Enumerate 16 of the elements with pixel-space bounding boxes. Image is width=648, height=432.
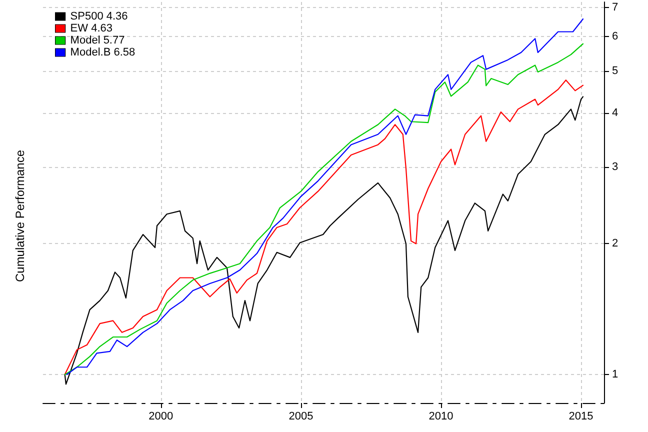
y-tick-label: 7: [612, 1, 618, 14]
y-tick-label: 6: [612, 30, 618, 42]
x-tick-label: 2005: [288, 410, 314, 422]
legend-label: Model.B 6.58: [70, 46, 136, 58]
x-tick-label: 2010: [428, 410, 454, 422]
legend-label: EW 4.63: [70, 22, 112, 34]
y-axis-title: Cumulative Performance: [13, 150, 27, 282]
x-tick-label: 2015: [568, 410, 594, 422]
y-tick-label: 1: [612, 368, 618, 381]
y-tick-label: 3: [612, 161, 618, 174]
x-tick-label: 2000: [148, 410, 174, 422]
legend-label: SP500 4.36: [70, 10, 128, 22]
y-tick-label: 2: [612, 238, 618, 250]
y-tick-label: 4: [612, 106, 618, 119]
legend-label: Model 5.77: [70, 34, 125, 46]
y-tick-label: 5: [612, 64, 618, 77]
